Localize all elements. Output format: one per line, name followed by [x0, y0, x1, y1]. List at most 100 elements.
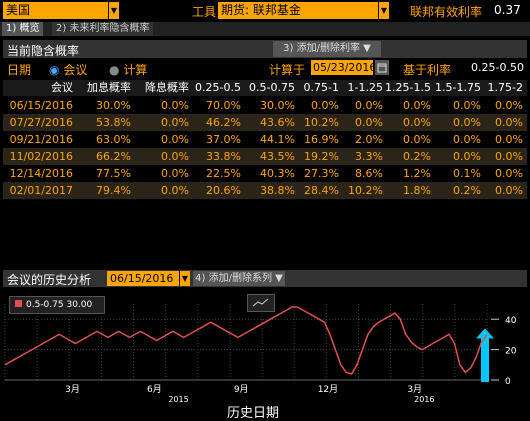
x-year-label: 2015	[168, 395, 188, 404]
probability-cell: 40.3%	[260, 167, 295, 180]
top-bar: 美国 ▼ 工具 期货: 联邦基金 ▼ 联邦有效利率 0.37	[0, 0, 530, 22]
tab-overview[interactable]: 1) 概览	[2, 22, 44, 36]
table-row[interactable]: 06/15/2016 30.0% 0.0% 70.0% 30.0% 0.0% 0.0% 0.0…	[3, 97, 527, 114]
meeting-date-cell: 09/21/2016	[9, 133, 73, 146]
country-value: 美国	[6, 3, 31, 17]
base-rate-value: 0.25-0.50	[471, 61, 524, 74]
options-row: 日期 ◉ 会议 ● 计算 计算于 05/23/2016 基于利率 0.25-0.…	[3, 58, 527, 78]
col-header: 0.75-1	[303, 81, 339, 94]
chevron-down-icon[interactable]: ▼	[108, 2, 119, 19]
probability-cell: 0.0%	[161, 167, 189, 180]
panel-title: 当前隐含概率	[7, 44, 80, 58]
history-date-select[interactable]: 06/15/2016	[107, 271, 179, 286]
radio-unselected-icon: ●	[109, 63, 120, 77]
col-header: 0.5-0.75	[249, 81, 295, 94]
chevron-down-icon[interactable]: ▼	[179, 271, 190, 286]
x-tick-label: 6月	[147, 384, 162, 395]
history-header: 会议的历史分析 06/15/2016 ▼ 4) 添加/删除系列 ▼	[3, 270, 527, 287]
history-date-value: 06/15/2016	[110, 272, 174, 285]
probability-cell: 43.6%	[260, 116, 295, 129]
tool-select[interactable]: 期货: 联邦基金	[218, 2, 378, 19]
probability-cell: 79.4%	[96, 184, 131, 197]
col-header: 0.25-0.5	[195, 81, 241, 94]
y-tick-label: 20	[505, 347, 517, 357]
date-label: 日期	[7, 63, 32, 77]
table-row[interactable]: 12/14/2016 77.5% 0.0% 22.5% 40.3% 27.3% 8.6% 1.…	[3, 165, 527, 182]
probability-cell: 8.6%	[355, 167, 383, 180]
probability-cell: 22.5%	[206, 167, 241, 180]
table-header: 会议 加息概率 降息概率 0.25-0.5 0.5-0.75 0.75-1 1-…	[3, 80, 527, 96]
panel-header: 当前隐含概率 3) 添加/删除利率 ▼	[3, 40, 527, 58]
meeting-date-cell: 02/01/2017	[9, 184, 73, 197]
col-header: 会议	[51, 81, 73, 94]
history-chart: 3月 6月 9月 12月 3月 2015 2016 0 20 40 0.5-0.75 30.00…	[3, 290, 527, 421]
tab-overview-label: 1) 概览	[6, 23, 40, 34]
fed-rate-label: 联邦有效利率	[410, 5, 483, 19]
country-select[interactable]: 美国	[3, 2, 108, 19]
probability-cell: 0.2%	[403, 150, 431, 163]
radio-selected-icon: ◉	[49, 63, 60, 77]
probability-cell: 16.9%	[304, 133, 339, 146]
probability-cell: 1.2%	[403, 167, 431, 180]
chart-type-button[interactable]	[247, 294, 275, 312]
calendar-icon[interactable]	[375, 60, 389, 75]
table-row[interactable]: 09/21/2016 63.0% 0.0% 37.0% 44.1% 16.9% 2.0% 0.…	[3, 131, 527, 148]
probability-cell: 0.2%	[453, 184, 481, 197]
probability-cell: 70.0%	[206, 99, 241, 112]
probability-cell: 0.0%	[453, 133, 481, 146]
probability-cell: 77.5%	[96, 167, 131, 180]
chevron-down-icon[interactable]: ▼	[378, 2, 389, 19]
probability-cell: 0.0%	[403, 99, 431, 112]
col-header: 1.5-1.75	[435, 81, 481, 94]
radio-meeting[interactable]: ◉ 会议	[49, 61, 87, 78]
probability-cell: 0.0%	[161, 150, 189, 163]
y-tick-label: 0	[505, 377, 511, 387]
probability-cell: 10.2%	[304, 116, 339, 129]
radio-calc-label: 计算	[123, 63, 148, 77]
legend-series-value: 30.00	[66, 300, 93, 310]
radio-calc[interactable]: ● 计算	[109, 61, 147, 78]
radio-meeting-label: 会议	[63, 63, 88, 77]
x-axis-title: 历史日期	[227, 406, 280, 421]
probability-cell: 30.0%	[260, 99, 295, 112]
probability-cell: 53.8%	[96, 116, 131, 129]
probability-cell: 0.0%	[495, 99, 523, 112]
table-row[interactable]: 07/27/2016 53.8% 0.0% 46.2% 43.6% 10.2% 0.0% 0.…	[3, 114, 527, 131]
probability-cell: 0.0%	[495, 167, 523, 180]
probability-cell: 19.2%	[304, 150, 339, 163]
probability-cell: 0.1%	[453, 167, 481, 180]
probability-cell: 28.4%	[304, 184, 339, 197]
calc-date-value: 05/23/2016	[313, 61, 377, 74]
probability-cell: 63.0%	[96, 133, 131, 146]
probability-cell: 0.0%	[453, 99, 481, 112]
x-tick-label: 3月	[65, 384, 80, 395]
fed-rate-value: 0.37	[494, 3, 521, 17]
probability-cell: 0.0%	[355, 116, 383, 129]
y-tick-label: 40	[505, 316, 517, 326]
table-row[interactable]: 11/02/2016 66.2% 0.0% 33.8% 43.5% 19.2% 3.3% 0.…	[3, 148, 527, 165]
table-row[interactable]: 02/01/2017 79.4% 0.0% 20.6% 38.8% 28.4% 10.2% 1…	[3, 182, 527, 199]
line-chart-icon	[252, 298, 269, 307]
col-header: 1.75-2	[487, 81, 523, 94]
probability-cell: 3.3%	[355, 150, 383, 163]
probability-cell: 33.8%	[206, 150, 241, 163]
probability-cell: 0.0%	[495, 150, 523, 163]
tab-future-implied[interactable]: 2) 未来利率隐含概率	[52, 22, 154, 36]
probability-cell: 66.2%	[96, 150, 131, 163]
chart-legend[interactable]: 0.5-0.75 30.00	[9, 296, 105, 314]
probability-cell: 0.0%	[495, 116, 523, 129]
calc-date-input[interactable]: 05/23/2016	[311, 60, 377, 75]
tool-value: 期货: 联邦基金	[221, 3, 301, 17]
probability-cell: 38.8%	[260, 184, 295, 197]
probability-cell: 0.0%	[161, 133, 189, 146]
x-tick-label: 9月	[234, 384, 249, 395]
col-header: 加息概率	[87, 81, 131, 94]
x-tick-label: 3月	[407, 384, 422, 395]
probability-cell: 0.0%	[161, 99, 189, 112]
probability-cell: 0.0%	[453, 150, 481, 163]
legend-series-name: 0.5-0.75	[26, 300, 64, 310]
add-remove-rate-button[interactable]: 3) 添加/删除利率 ▼	[273, 41, 381, 57]
add-remove-series-button[interactable]: 4) 添加/删除系列 ▼	[193, 271, 285, 286]
probability-cell: 43.5%	[260, 150, 295, 163]
base-rate-label: 基于利率	[403, 63, 452, 77]
